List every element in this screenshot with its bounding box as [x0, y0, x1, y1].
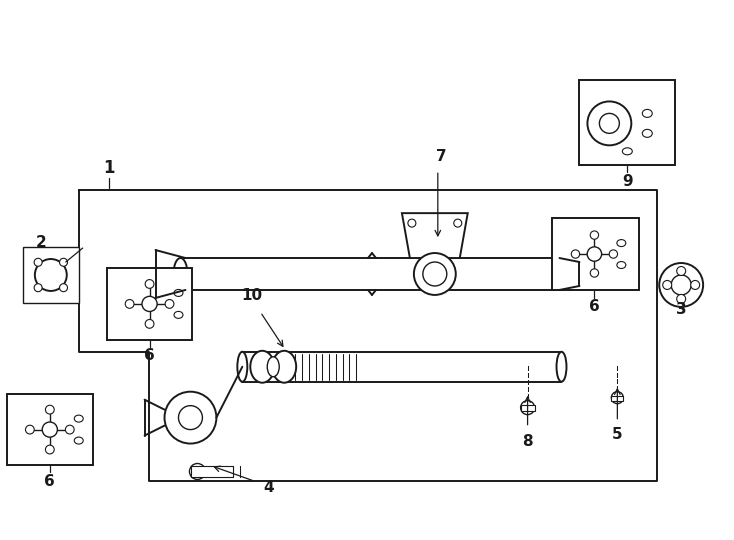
Circle shape: [126, 300, 134, 308]
Circle shape: [587, 102, 631, 145]
Ellipse shape: [250, 351, 275, 383]
Circle shape: [611, 392, 623, 404]
Ellipse shape: [74, 437, 83, 444]
Ellipse shape: [173, 258, 187, 290]
Circle shape: [600, 113, 619, 133]
Circle shape: [677, 294, 686, 303]
Circle shape: [26, 425, 34, 434]
Circle shape: [145, 320, 154, 328]
Circle shape: [59, 258, 68, 266]
Bar: [579, 80, 675, 165]
Ellipse shape: [642, 130, 653, 137]
Bar: [551, 218, 639, 290]
Circle shape: [46, 405, 54, 414]
Text: 6: 6: [144, 348, 155, 363]
Circle shape: [165, 300, 174, 308]
Ellipse shape: [267, 357, 279, 377]
Text: 6: 6: [45, 474, 55, 489]
Circle shape: [145, 280, 154, 288]
Ellipse shape: [237, 352, 247, 382]
Text: 5: 5: [612, 427, 622, 442]
Circle shape: [43, 422, 57, 437]
Circle shape: [590, 269, 599, 277]
Circle shape: [609, 250, 617, 258]
Circle shape: [663, 280, 672, 289]
Circle shape: [34, 259, 67, 291]
Bar: [192, 466, 233, 477]
Ellipse shape: [174, 289, 183, 296]
Ellipse shape: [556, 352, 567, 382]
Circle shape: [587, 247, 602, 261]
Circle shape: [46, 445, 54, 454]
Text: 9: 9: [622, 174, 633, 188]
Text: 7: 7: [437, 149, 447, 164]
Bar: [7, 394, 92, 465]
Circle shape: [671, 275, 691, 295]
Text: 4: 4: [263, 480, 274, 495]
Ellipse shape: [174, 312, 183, 319]
Ellipse shape: [617, 240, 626, 247]
Bar: [23, 247, 79, 303]
Ellipse shape: [642, 110, 653, 117]
Circle shape: [414, 253, 456, 295]
Circle shape: [423, 262, 447, 286]
Bar: [611, 396, 623, 401]
Circle shape: [164, 392, 217, 443]
Text: 6: 6: [589, 299, 600, 314]
Polygon shape: [402, 213, 468, 258]
Circle shape: [178, 406, 203, 430]
Text: 2: 2: [35, 234, 46, 249]
Text: 8: 8: [523, 434, 533, 449]
Circle shape: [34, 258, 42, 266]
Circle shape: [677, 267, 686, 275]
Circle shape: [189, 463, 206, 480]
Bar: [520, 404, 534, 410]
Ellipse shape: [272, 351, 297, 383]
Circle shape: [590, 231, 599, 239]
Text: 1: 1: [103, 159, 115, 177]
Circle shape: [520, 401, 534, 415]
Circle shape: [34, 284, 42, 292]
Circle shape: [59, 284, 68, 292]
Ellipse shape: [622, 148, 632, 155]
Circle shape: [659, 263, 703, 307]
Circle shape: [65, 425, 74, 434]
Text: 3: 3: [676, 302, 686, 318]
Circle shape: [408, 219, 416, 227]
Ellipse shape: [558, 258, 572, 290]
Ellipse shape: [74, 415, 83, 422]
Bar: [106, 268, 192, 340]
Ellipse shape: [617, 261, 626, 268]
Circle shape: [571, 250, 580, 258]
Circle shape: [454, 219, 462, 227]
Text: 10: 10: [241, 288, 263, 303]
Circle shape: [142, 296, 157, 312]
Circle shape: [691, 280, 700, 289]
